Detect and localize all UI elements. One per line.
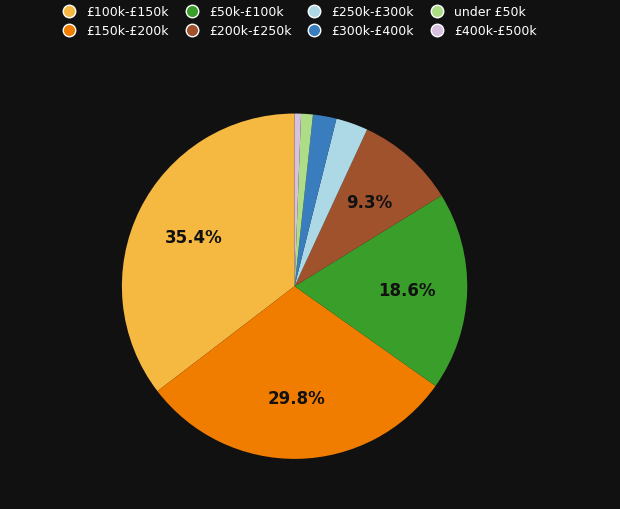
Wedge shape <box>294 120 367 287</box>
Text: 18.6%: 18.6% <box>378 281 435 299</box>
Wedge shape <box>122 115 294 391</box>
Wedge shape <box>294 115 301 287</box>
Wedge shape <box>157 287 435 459</box>
Wedge shape <box>294 115 313 287</box>
Legend: £100k-£150k, £150k-£200k, £50k-£100k, £200k-£250k, £250k-£300k, £300k-£400k, und: £100k-£150k, £150k-£200k, £50k-£100k, £2… <box>50 0 543 45</box>
Wedge shape <box>294 116 337 287</box>
Wedge shape <box>294 130 441 287</box>
Text: 9.3%: 9.3% <box>346 194 392 212</box>
Wedge shape <box>294 196 467 386</box>
Text: 29.8%: 29.8% <box>268 390 326 408</box>
Text: 35.4%: 35.4% <box>165 228 223 246</box>
